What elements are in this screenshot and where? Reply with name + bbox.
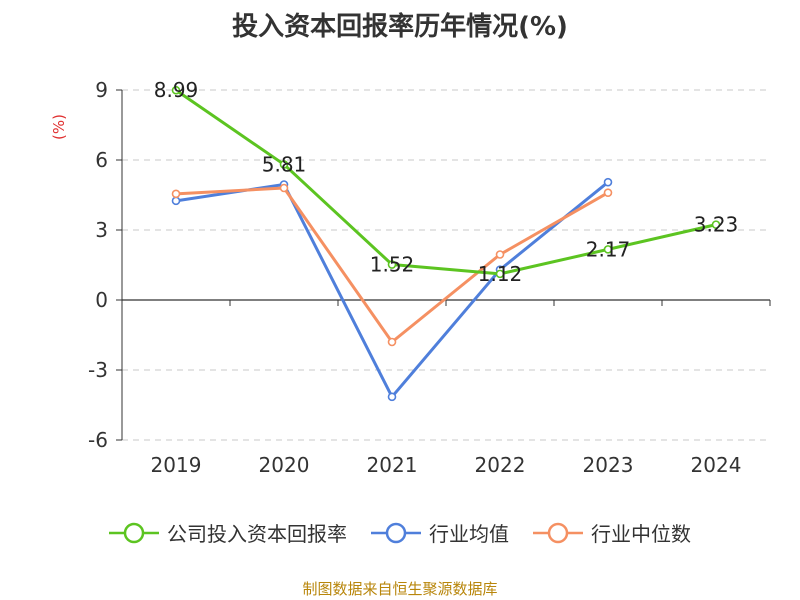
data-point [387, 260, 397, 269]
legend-label: 行业均值 [429, 522, 509, 546]
data-point [171, 85, 181, 95]
data-point [387, 392, 397, 402]
series-layer [171, 85, 721, 402]
data-label: 8.99 [154, 78, 199, 102]
x-tick-label: 2022 [475, 453, 526, 477]
x-tick-label: 2020 [259, 453, 310, 477]
y-tick-label: -3 [88, 358, 108, 382]
data-point [387, 337, 397, 347]
x-tick-label: 2019 [151, 453, 202, 477]
legend-label: 公司投入资本回报率 [167, 522, 347, 546]
data-point [495, 269, 505, 279]
data-point [603, 177, 613, 187]
legend-item[interactable]: 行业中位数 [533, 518, 691, 547]
data-point [603, 188, 613, 197]
data-label: 5.81 [262, 152, 307, 176]
data-label: 1.52 [370, 253, 415, 277]
x-tick-label: 2021 [367, 453, 418, 477]
data-point [279, 160, 289, 169]
data-label-layer: 8.99 5.81 1.52 1.12 2.17 3.23 [154, 78, 739, 286]
y-tick-label: 9 [95, 78, 108, 102]
y-tick-label: 3 [95, 218, 108, 242]
data-point [279, 183, 289, 193]
grid-layer [122, 89, 770, 441]
y-tick-label: -6 [88, 428, 108, 452]
series-line-0 [175, 88, 717, 276]
y-tick-label: 0 [95, 288, 108, 312]
series-line-1 [175, 181, 609, 399]
data-point [171, 196, 181, 206]
data-point [711, 220, 721, 229]
legend: 公司投入资本回报率 行业均值 行业中位数 [0, 518, 800, 547]
y-axis-label: (%) [50, 114, 68, 140]
data-point [495, 250, 505, 259]
y-tick-label: 6 [95, 148, 108, 172]
x-tick-label: 2024 [691, 453, 742, 477]
legend-item[interactable]: 公司投入资本回报率 [109, 518, 347, 547]
legend-marker-icon [371, 522, 421, 543]
legend-label: 行业中位数 [591, 522, 691, 546]
legend-marker-icon [109, 522, 159, 543]
data-point [603, 245, 613, 254]
source-note: 制图数据来自恒生聚源数据库 [302, 580, 498, 598]
data-point [171, 189, 181, 199]
data-label: 1.12 [478, 262, 523, 286]
legend-marker-icon [533, 522, 583, 543]
x-tick-label: 2023 [583, 453, 634, 477]
chart-title: 投入资本回报率历年情况(%) [232, 12, 568, 42]
legend-item[interactable]: 行业均值 [371, 518, 509, 547]
axis-layer: 9 6 3 0 -3 -6 2019 2020 2021 2022 2023 2024 (%) [50, 78, 771, 477]
data-label: 2.17 [586, 237, 631, 261]
data-label: 3.23 [694, 213, 739, 237]
